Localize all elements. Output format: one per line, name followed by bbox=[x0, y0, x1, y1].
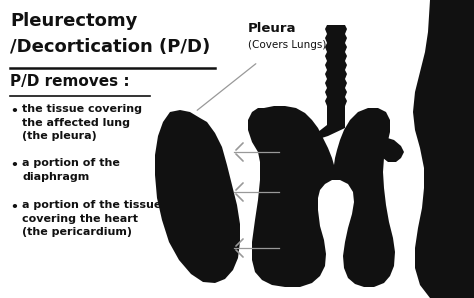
Polygon shape bbox=[325, 88, 347, 97]
Text: Pleurectomy: Pleurectomy bbox=[10, 12, 137, 30]
Polygon shape bbox=[345, 118, 404, 162]
Polygon shape bbox=[413, 0, 474, 298]
Polygon shape bbox=[325, 79, 347, 88]
Text: the tissue covering
the affected lung
(the pleura): the tissue covering the affected lung (t… bbox=[22, 104, 142, 141]
Text: a portion of the tissue
covering the heart
(the pericardium): a portion of the tissue covering the hea… bbox=[22, 200, 161, 237]
Polygon shape bbox=[325, 25, 347, 34]
Text: •: • bbox=[10, 201, 18, 214]
Text: /Decortication (P/D): /Decortication (P/D) bbox=[10, 38, 210, 56]
Polygon shape bbox=[325, 52, 347, 61]
Polygon shape bbox=[264, 118, 345, 162]
Text: P/D removes :: P/D removes : bbox=[10, 74, 129, 89]
Text: a portion of the
diaphragm: a portion of the diaphragm bbox=[22, 158, 120, 181]
Text: Pleura: Pleura bbox=[248, 22, 297, 35]
Text: •: • bbox=[10, 159, 18, 172]
Polygon shape bbox=[325, 61, 347, 70]
Polygon shape bbox=[325, 70, 347, 79]
Polygon shape bbox=[155, 110, 240, 283]
Text: (Covers Lungs): (Covers Lungs) bbox=[248, 40, 327, 50]
Polygon shape bbox=[325, 34, 347, 43]
Polygon shape bbox=[325, 43, 347, 52]
Polygon shape bbox=[325, 97, 347, 106]
Text: •: • bbox=[10, 105, 18, 118]
Polygon shape bbox=[327, 106, 345, 122]
Polygon shape bbox=[248, 106, 395, 287]
